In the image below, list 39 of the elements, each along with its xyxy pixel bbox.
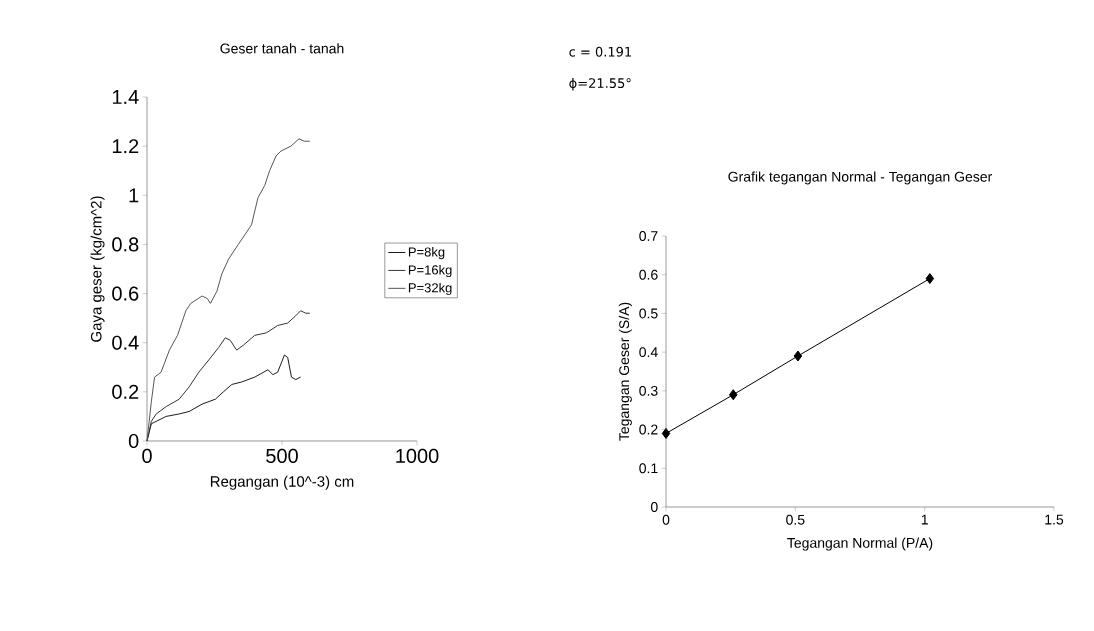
x-tick-label: 500 xyxy=(266,448,298,463)
y-tick-label: 1.4 xyxy=(112,90,139,104)
legend-label: P=16kg xyxy=(408,264,452,278)
y-tick-label: 0.4 xyxy=(639,347,658,358)
text: ϕ=21.55° xyxy=(569,77,631,91)
point xyxy=(925,273,935,285)
y-tick-label: 0.1 xyxy=(639,463,658,474)
y-tick-label: 0.4 xyxy=(112,335,139,350)
y-axis-title: Tegangan Geser (S/A) xyxy=(618,302,632,441)
y-tick-label: 0.2 xyxy=(639,424,658,435)
text: c = 0.191 xyxy=(569,46,631,57)
y-tick-label: 0 xyxy=(650,502,658,512)
point xyxy=(793,350,803,362)
x-tick-label: 1000 xyxy=(396,448,439,463)
y-tick-label: 0.3 xyxy=(639,385,658,396)
x-tick-label: 0.5 xyxy=(786,514,805,525)
y-tick-label: 0 xyxy=(128,433,139,449)
chart-title: Geser tanah - tanah xyxy=(220,43,344,54)
x-axis-title: Tegangan Normal (P/A) xyxy=(787,537,933,551)
y-tick-label: 0.6 xyxy=(639,269,658,280)
x-tick-label: 1 xyxy=(921,514,928,525)
x-axis-title: Regangan (10^-3) cm xyxy=(210,475,354,490)
y-tick-label: 0.8 xyxy=(112,237,139,252)
y-tick-label: 0.2 xyxy=(112,384,139,399)
point xyxy=(729,389,738,401)
point xyxy=(661,427,671,439)
legend-label: P=32kg xyxy=(408,282,452,295)
x-tick-label: 0 xyxy=(662,514,670,525)
legend-label: P=8kg xyxy=(408,247,445,260)
y-tick-label: 1 xyxy=(129,188,139,203)
y-tick-label: 0.7 xyxy=(639,231,658,241)
y-tick-label: 0.6 xyxy=(112,286,139,301)
line-series xyxy=(146,138,311,442)
y-axis-title: Gaya geser (kg/cm^2) xyxy=(90,196,105,342)
y-tick-label: 0.5 xyxy=(639,308,658,319)
x-tick-label: 1.5 xyxy=(1045,514,1064,525)
y-tick-label: 1.2 xyxy=(112,139,139,154)
x-tick-label: 0 xyxy=(142,448,152,463)
chart-title: Grafik tegangan Normal - Tegangan Geser xyxy=(728,171,993,185)
